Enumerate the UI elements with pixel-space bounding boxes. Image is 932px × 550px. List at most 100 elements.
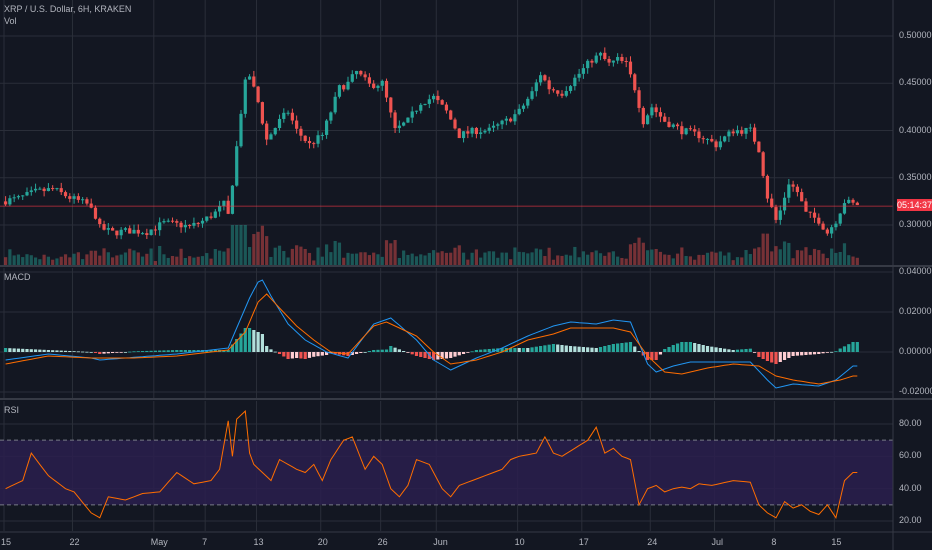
- candle: [247, 76, 252, 80]
- volume-bar: [830, 248, 834, 265]
- macd-histogram-bar: [547, 344, 551, 352]
- volume-bar: [337, 242, 342, 265]
- candle: [787, 184, 791, 198]
- time-tick-label: 24: [647, 537, 658, 547]
- candle: [372, 83, 376, 88]
- macd-histogram-bar: [183, 350, 187, 352]
- candle: [98, 218, 102, 225]
- volume-bar: [230, 225, 235, 265]
- macd-histogram-bar: [513, 348, 517, 352]
- candle: [414, 110, 419, 112]
- macd-histogram-bar: [628, 342, 633, 352]
- macd-histogram-bar: [718, 348, 722, 352]
- candle: [705, 138, 710, 140]
- macd-histogram-bar: [765, 352, 770, 361]
- volume-bar: [140, 256, 145, 265]
- rsi-legend[interactable]: RSI: [4, 405, 20, 415]
- candle: [16, 196, 21, 198]
- rsi-tick-label: 40.00: [899, 482, 922, 493]
- volume-bar: [504, 252, 508, 265]
- candle: [402, 122, 406, 126]
- indicator-lines: [0, 205, 893, 520]
- macd-histogram-bar: [748, 348, 752, 352]
- macd-histogram-bar: [286, 352, 290, 359]
- macd-histogram-bar: [491, 348, 496, 352]
- candle: [128, 228, 132, 234]
- volume-bar: [855, 257, 859, 265]
- macd-histogram-bar: [265, 346, 269, 352]
- volume-bar: [470, 252, 474, 265]
- volume-bar: [406, 254, 410, 265]
- macd-histogram-bar: [650, 352, 654, 360]
- volume-legend: Vol: [4, 16, 17, 26]
- volume-bar: [149, 248, 153, 265]
- candle: [119, 229, 123, 236]
- candle: [496, 124, 500, 126]
- candle: [521, 105, 526, 109]
- volume-bar: [560, 255, 564, 265]
- macd-histogram-bar: [470, 351, 474, 353]
- volume-bar: [33, 257, 38, 265]
- volume-bar: [633, 242, 637, 265]
- candle: [307, 141, 312, 144]
- volume-bar: [453, 247, 457, 265]
- macd-histogram-bar: [757, 352, 761, 357]
- volume-bar: [235, 225, 239, 265]
- candle: [170, 220, 175, 222]
- candle: [346, 81, 350, 90]
- candle: [646, 115, 650, 125]
- macd-histogram-bar: [423, 352, 427, 358]
- macd-histogram-bar: [25, 349, 29, 352]
- candle: [654, 107, 658, 113]
- volume-bar: [748, 254, 752, 265]
- candle: [252, 76, 256, 87]
- time-tick-label: 10: [514, 537, 525, 547]
- macd-histogram-bar: [269, 349, 273, 352]
- rsi-band-group: [0, 439, 893, 506]
- candle: [329, 112, 333, 121]
- volume-bar: [547, 247, 551, 265]
- time-tick-label: Jul: [711, 537, 723, 547]
- volume-bar: [243, 225, 247, 265]
- volume-bar: [384, 240, 389, 265]
- volume-bar: [277, 245, 282, 265]
- volume-bar: [496, 257, 500, 265]
- macd-histogram-bar: [295, 352, 299, 358]
- volume-bar: [598, 253, 603, 265]
- candlesticks[interactable]: [4, 47, 859, 240]
- macd-histogram-bar: [808, 352, 812, 355]
- candle: [821, 223, 825, 230]
- candle: [470, 127, 474, 134]
- candle: [847, 199, 851, 204]
- volume-bar: [16, 254, 21, 265]
- candle: [607, 59, 611, 63]
- volume-bar: [393, 240, 397, 265]
- candle: [808, 211, 812, 213]
- macd-histogram-bar: [162, 350, 166, 352]
- volume-bar: [573, 246, 577, 265]
- macd-legend[interactable]: MACD: [4, 272, 31, 282]
- macd-histogram-bar: [235, 339, 239, 352]
- volume-bar: [461, 252, 466, 265]
- candle: [222, 200, 226, 207]
- macd-histogram-bar: [633, 346, 637, 352]
- macd-histogram-bar: [804, 352, 808, 355]
- macd-histogram-bar: [624, 342, 628, 352]
- macd-histogram-bar: [753, 352, 757, 353]
- volume-bar: [158, 245, 162, 265]
- macd-histogram-bar: [175, 350, 179, 352]
- candle: [136, 229, 140, 234]
- macd-histogram-bar: [616, 343, 620, 352]
- macd-histogram-bar: [402, 351, 406, 352]
- candle: [466, 131, 470, 134]
- symbol-title[interactable]: XRP / U.S. Dollar, 6H, KRAKEN: [4, 4, 132, 14]
- volume-bar: [132, 250, 136, 265]
- macd-histogram-bar: [611, 344, 615, 352]
- macd-histogram-bar: [573, 346, 577, 352]
- volume-bar: [663, 254, 667, 265]
- volume-bar: [628, 244, 633, 265]
- macd-histogram-bar: [128, 351, 132, 353]
- volume-bar: [320, 256, 324, 265]
- candle: [200, 220, 205, 224]
